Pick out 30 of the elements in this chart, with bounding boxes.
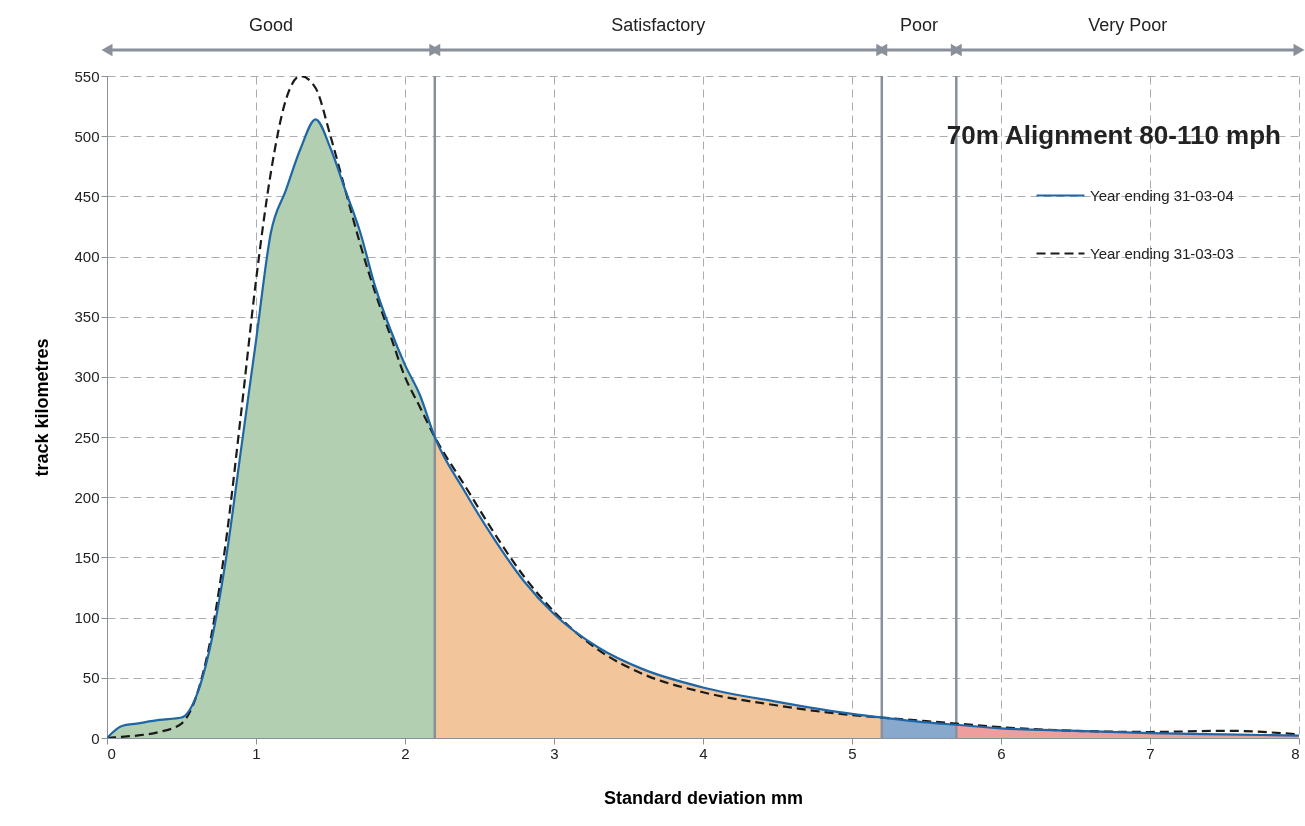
text: Good <box>248 15 293 35</box>
text: Satisfactory <box>611 15 706 35</box>
y-axis-title: track kilometres <box>32 338 53 477</box>
legend-label: Year ending 31-03-03 <box>1090 244 1234 262</box>
x-tick-label: 3 <box>550 744 559 762</box>
y-tick-label: 500 <box>74 127 100 145</box>
x-tick-label: 4 <box>699 744 708 762</box>
y-tick-label: 100 <box>74 609 100 627</box>
x-tick-label: 2 <box>401 744 410 762</box>
x-tick-label: 6 <box>997 744 1006 762</box>
y-tick-label: 450 <box>74 187 100 205</box>
x-tick-label: 1 <box>252 744 261 762</box>
text: Very Poor <box>1088 15 1168 35</box>
x-tick-label: 0 <box>107 744 116 762</box>
x-tick-label: 8 <box>1291 744 1300 762</box>
x-tick-label: 5 <box>848 744 857 762</box>
y-tick-label: 50 <box>82 669 100 687</box>
y-tick-label: 300 <box>74 368 100 386</box>
text: Poor <box>900 15 939 35</box>
y-tick-label: 550 <box>74 67 100 85</box>
y-tick-label: 200 <box>74 488 100 506</box>
text: 70m Alignment 80-110 mph <box>946 120 1281 150</box>
x-axis-title: Standard deviation mm <box>603 787 804 808</box>
y-tick-label: 250 <box>74 428 100 446</box>
legend-label: Year ending 31-03-04 <box>1090 186 1234 204</box>
y-tick-label: 400 <box>74 248 100 266</box>
y-tick-label: 0 <box>91 729 100 747</box>
y-tick-label: 150 <box>74 548 100 566</box>
x-tick-label: 7 <box>1146 744 1155 762</box>
y-tick-label: 350 <box>74 308 100 326</box>
